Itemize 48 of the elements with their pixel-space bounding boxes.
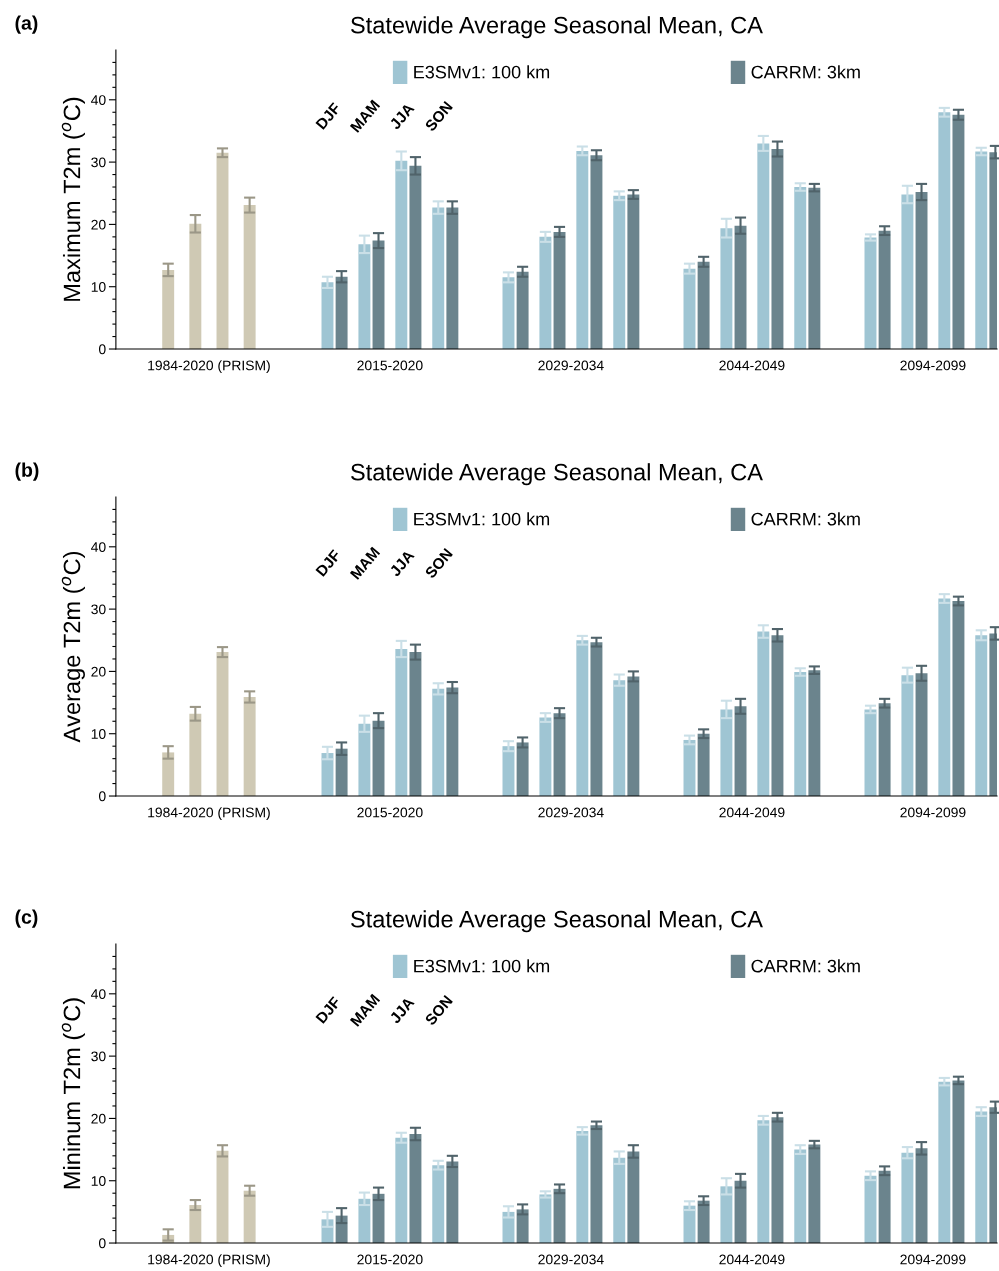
x-tick-label: 2094-2099: [900, 360, 966, 371]
y-tick-label: 10: [91, 282, 106, 292]
x-tick-label: 2029-2034: [538, 1254, 604, 1265]
y-tick-label: 30: [91, 604, 106, 615]
x-tick-label: 2044-2049: [719, 360, 785, 371]
x-tick-label: 1984-2020 (PRISM): [148, 807, 270, 821]
y-tick-label: 20: [91, 1113, 106, 1124]
x-tick-label: 2029-2034: [538, 807, 604, 818]
y-tick-label: 20: [91, 219, 106, 230]
y-tick-label: 0: [98, 791, 106, 802]
y-tick-label: 40: [91, 95, 106, 105]
y-axis-title: Average T2m ($^{o}$C): [61, 552, 85, 743]
legend-label: CARRM: 3km: [751, 959, 860, 973]
legend-label: E3SMv1: 100 km: [414, 512, 550, 526]
legend-label: E3SMv1: 100 km: [414, 959, 550, 973]
x-tick-label: 2029-2034: [538, 360, 604, 371]
text: (a): [15, 15, 38, 34]
y-tick-label: 40: [91, 989, 106, 999]
y-tick-label: 30: [91, 1051, 106, 1062]
text: (c): [15, 909, 38, 928]
y-tick-label: 10: [91, 729, 106, 739]
x-tick-label: 1984-2020 (PRISM): [148, 360, 270, 374]
text: (b): [15, 462, 39, 481]
x-tick-label: 2015-2020: [357, 807, 423, 818]
x-tick-label: 1984-2020 (PRISM): [148, 1254, 270, 1268]
y-tick-label: 20: [91, 666, 106, 677]
chart-title: Statewide Average Seasonal Mean, CA: [351, 463, 763, 486]
annotation: JJA: [389, 102, 415, 131]
y-axis-title: Mininum T2m ($^{o}$C): [61, 998, 85, 1189]
legend-label: CARRM: 3km: [751, 512, 860, 526]
chart-title: Statewide Average Seasonal Mean, CA: [351, 910, 763, 933]
x-tick-label: 2044-2049: [719, 1254, 785, 1265]
y-tick-label: 0: [98, 344, 106, 355]
x-tick-label: 2094-2099: [900, 807, 966, 818]
annotation: JJA: [389, 549, 415, 578]
x-tick-label: 2094-2099: [900, 1254, 966, 1265]
chart-title: Statewide Average Seasonal Mean, CA: [351, 16, 763, 39]
y-tick-label: 0: [98, 1238, 106, 1249]
y-tick-label: 40: [91, 542, 106, 552]
annotation: JJA: [389, 996, 415, 1025]
y-tick-label: 10: [91, 1176, 106, 1186]
x-tick-label: 2015-2020: [357, 1254, 423, 1265]
y-tick-label: 30: [91, 157, 106, 168]
legend-label: E3SMv1: 100 km: [414, 65, 550, 79]
x-tick-label: 2044-2049: [719, 807, 785, 818]
y-axis-title: Maximum T2m ($^{o}$C): [61, 97, 85, 301]
legend-label: CARRM: 3km: [751, 65, 860, 79]
x-tick-label: 2015-2020: [357, 360, 423, 371]
